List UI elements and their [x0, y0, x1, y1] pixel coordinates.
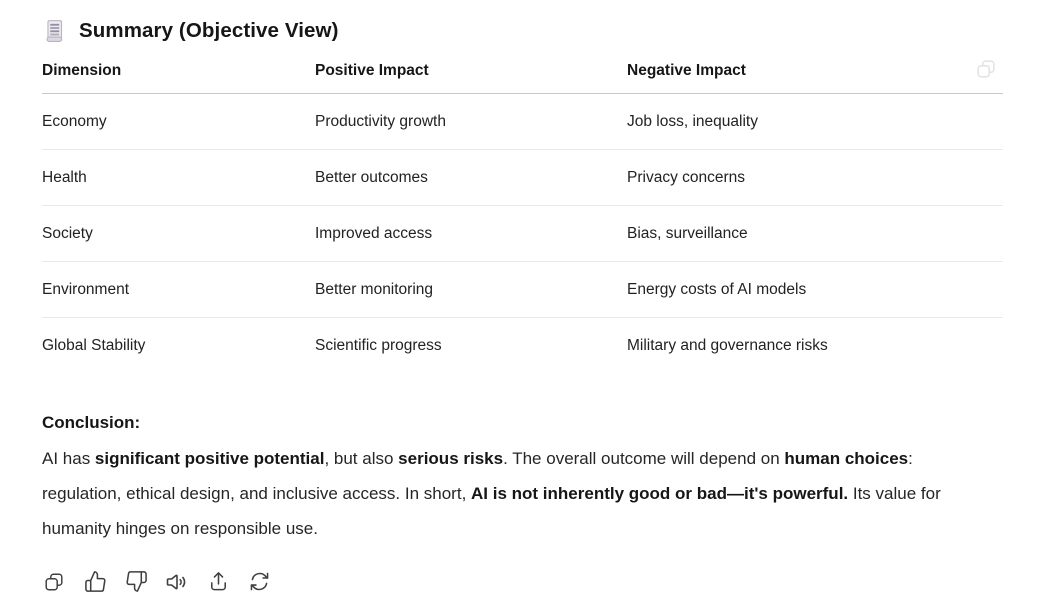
table-cell: Environment	[42, 261, 315, 318]
share-button[interactable]	[206, 570, 230, 594]
regenerate-button[interactable]	[247, 570, 271, 594]
conclusion-heading: Conclusion:	[42, 412, 141, 432]
share-icon	[210, 572, 226, 591]
text-run: AI has	[42, 448, 95, 468]
message-title-row: Summary (Objective View)	[42, 15, 1038, 47]
conclusion-paragraph: AI has significant positive potential, b…	[42, 441, 957, 546]
copy-icon	[977, 60, 995, 78]
table-cell: Global Stability	[42, 317, 315, 374]
page-title: Summary (Objective View)	[79, 19, 339, 42]
table-row: Environment Better monitoring Energy costs…	[42, 261, 1003, 318]
table-row: Society Improved access Bias, surveillance	[42, 205, 1003, 262]
table-cell: Better monitoring	[315, 261, 627, 318]
summary-table-container: Dimension Positive Impact Negative Impact …	[42, 56, 1003, 374]
bold-text-run: serious risks	[398, 448, 504, 468]
table-cell: Better outcomes	[315, 149, 627, 206]
table-cell: Energy costs of AI models	[627, 261, 1003, 318]
bold-text-run: significant positive potential	[94, 448, 325, 468]
conclusion-section: Conclusion: AI has significant positive …	[42, 411, 957, 546]
table-cell: Job loss, inequality	[627, 112, 758, 130]
column-header: Dimension	[42, 56, 315, 94]
speaker-icon	[166, 574, 186, 589]
column-header: Positive Impact	[315, 56, 627, 94]
summary-table: Dimension Positive Impact Negative Impact …	[42, 56, 1003, 374]
read-aloud-button[interactable]	[165, 570, 189, 594]
table-cell: Health	[42, 149, 315, 206]
text-run: , but also	[324, 448, 399, 468]
table-row: Global Stability Scientific progress Milit…	[42, 317, 1003, 374]
table-cell: Economy	[42, 112, 107, 130]
table-cell: Bias, surveillance	[627, 205, 1003, 262]
copy-icon	[45, 572, 63, 591]
table-cell: Privacy concerns	[627, 149, 1003, 206]
thumbs-down-icon	[125, 571, 147, 592]
text-run: Its value for humanity hinges on respons…	[42, 483, 941, 538]
table-cell: Improved access	[315, 205, 627, 262]
scroll-emoji-icon	[42, 18, 68, 44]
text-run: . The overall outcome will depend on	[503, 448, 785, 468]
table-row: Health Better outcomes Privacy concerns	[42, 149, 1003, 206]
thumbs-down-button[interactable]	[124, 570, 148, 594]
column-header: Negative Impact	[627, 56, 1003, 94]
table-cell: Productivity growth	[315, 112, 446, 130]
table-row: Economy Productivity growth Job loss, ineq…	[42, 94, 1003, 150]
table-header-row: Dimension Positive Impact Negative Impact	[42, 56, 1003, 94]
bold-text-run: AI is not inherently good or bad—it's po…	[471, 483, 849, 503]
text-run: : regulation, ethical design, and inclus…	[42, 448, 913, 503]
table-copy-button[interactable]	[975, 58, 997, 80]
table-cell: Society	[42, 205, 315, 262]
thumbs-up-icon	[84, 571, 106, 592]
message-action-bar	[42, 570, 1038, 594]
thumbs-up-button[interactable]	[83, 570, 107, 594]
refresh-icon	[250, 572, 268, 591]
bold-text-run: human choices	[784, 448, 909, 468]
copy-button[interactable]	[42, 570, 66, 594]
table-cell: Military and governance risks	[627, 317, 1003, 374]
table-cell: Scientific progress	[315, 317, 627, 374]
